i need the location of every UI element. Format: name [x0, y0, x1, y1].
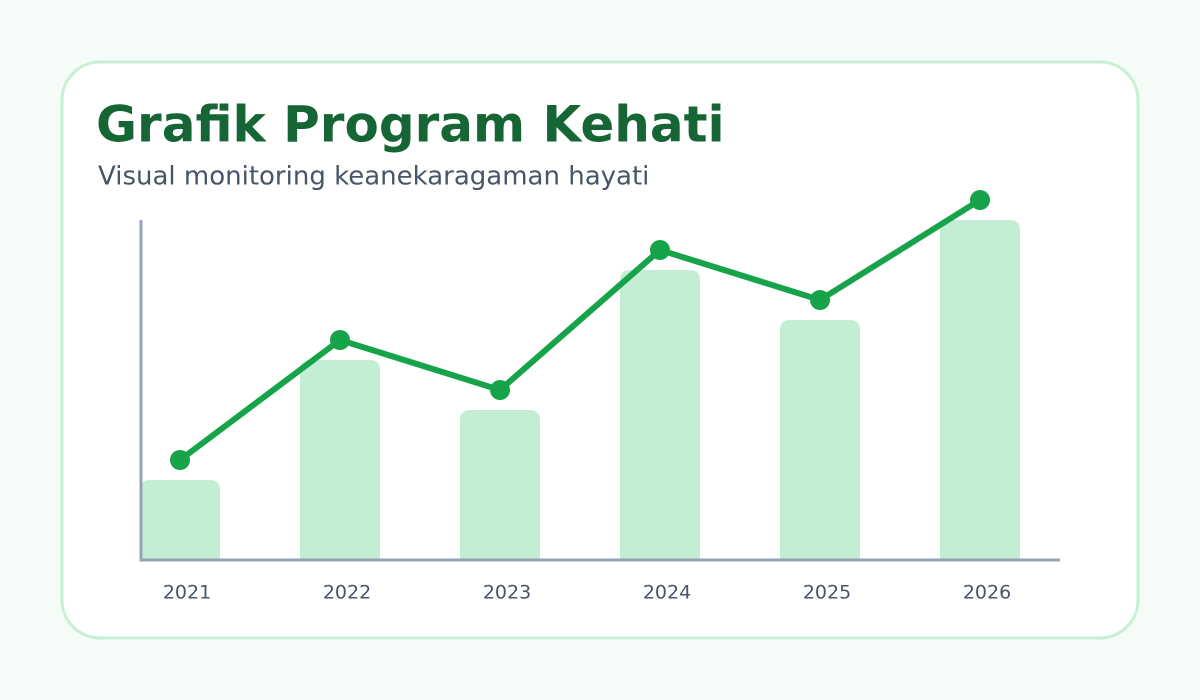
- x-tick-label: 2021: [163, 582, 211, 604]
- x-tick-label: 2025: [803, 582, 851, 604]
- x-tick-label: 2024: [643, 582, 691, 604]
- bar: [620, 270, 700, 560]
- bar: [780, 320, 860, 560]
- x-tick-label: 2023: [483, 582, 531, 604]
- line-point: [810, 290, 830, 310]
- bar: [140, 480, 220, 560]
- line-point: [170, 450, 190, 470]
- line-point: [330, 330, 350, 350]
- line-point: [650, 240, 670, 260]
- line: [178, 197, 982, 463]
- bar: [300, 360, 380, 560]
- bar: [460, 410, 540, 560]
- line-point: [490, 380, 510, 400]
- chart-title: Grafik Program Kehati: [96, 96, 725, 154]
- x-tick-label: 2026: [963, 582, 1011, 604]
- chart-subtitle: Visual monitoring keanekaragaman hayati: [98, 162, 649, 192]
- x-tick-label: 2022: [323, 582, 371, 604]
- line-point: [970, 190, 990, 210]
- bar: [940, 220, 1020, 560]
